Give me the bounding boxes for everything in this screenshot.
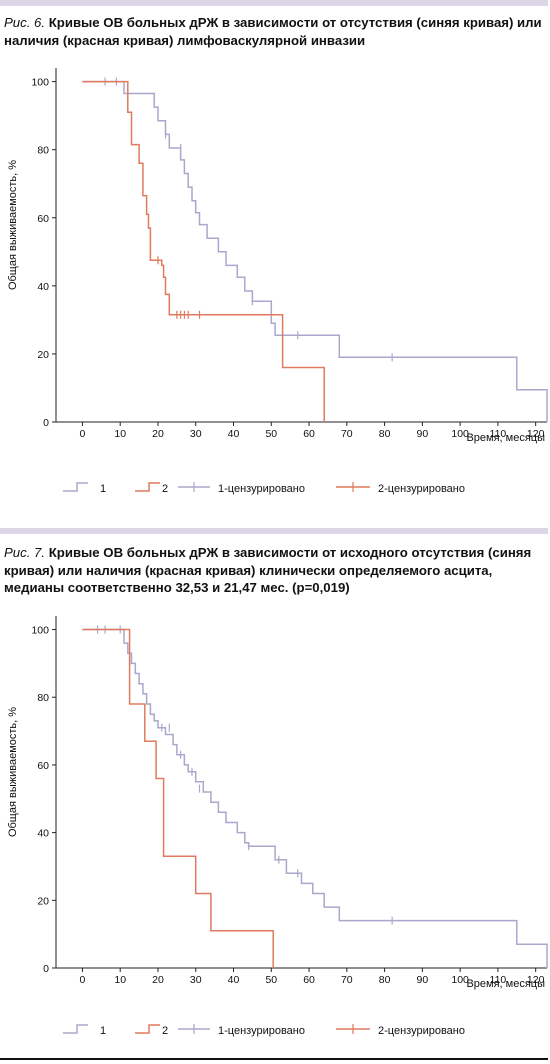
x-tick-label: 70 [341, 974, 353, 986]
series-1-curve [82, 80, 548, 422]
x-tick-label: 10 [114, 428, 126, 440]
y-tick-label: 60 [37, 760, 49, 772]
bottom-rule [0, 1058, 548, 1060]
x-tick-label: 30 [190, 974, 202, 986]
y-tick-label: 40 [37, 828, 49, 840]
y-tick-label: 80 [37, 145, 49, 157]
x-tick-label: 10 [114, 974, 126, 986]
figure-6-number: Рис. 6. [4, 15, 46, 30]
legend-series-1-label: 1 [100, 1025, 106, 1037]
figure-7-caption: Рис. 7. Кривые ОВ больных дРЖ в зависимо… [4, 544, 544, 597]
x-tick-label: 60 [303, 974, 315, 986]
x-tick-label: 60 [303, 428, 315, 440]
x-tick-label: 100 [451, 428, 469, 440]
y-tick-label: 100 [31, 77, 49, 89]
y-tick-label: 0 [43, 963, 49, 975]
x-tick-label: 30 [190, 428, 202, 440]
x-axis-label: Время, месяцы [466, 978, 545, 990]
series-2-curve [82, 80, 325, 422]
x-tick-label: 80 [379, 428, 391, 440]
x-tick-label: 90 [417, 974, 429, 986]
y-tick-label: 40 [37, 281, 49, 293]
x-tick-label: 20 [152, 428, 164, 440]
x-tick-label: 90 [417, 428, 429, 440]
figure-7-caption-text: Кривые ОВ больных дРЖ в зависимости от и… [4, 545, 532, 595]
x-tick-label: 120 [527, 428, 545, 440]
y-tick-label: 80 [37, 692, 49, 704]
legend-series-2-swatch [135, 1024, 160, 1034]
figure-7-number: Рис. 7. [4, 545, 46, 560]
top-band [0, 0, 548, 6]
figure-6-caption-text: Кривые ОВ больных дРЖ в зависимости от о… [4, 15, 542, 48]
figure-7-chart: 0 20 40 60 80 100 0 10 20 30 40 50 60 70 80 90 100 110 120… [7, 616, 548, 1037]
y-tick-label: 20 [37, 895, 49, 907]
y-tick-label: 20 [37, 349, 49, 361]
x-tick-label: 120 [527, 974, 545, 986]
series-2-curve [82, 628, 274, 968]
y-tick-label: 0 [43, 417, 49, 429]
x-tick-label: 50 [265, 974, 277, 986]
x-tick-label: 110 [490, 428, 507, 440]
x-tick-label: 0 [80, 428, 86, 440]
legend-series-1-swatch [63, 1024, 88, 1034]
y-tick-label: 100 [31, 625, 49, 637]
x-tick-label: 20 [152, 974, 164, 986]
legend-censor-1-label: 1-цензурировано [218, 483, 305, 495]
legend-series-1-swatch [63, 482, 88, 492]
x-tick-label: 110 [490, 974, 507, 986]
x-tick-label: 100 [451, 974, 469, 986]
legend-series-2-label: 2 [162, 1025, 168, 1037]
y-tick-label: 60 [37, 213, 49, 225]
x-tick-label: 50 [265, 428, 277, 440]
x-tick-label: 40 [228, 428, 240, 440]
x-tick-label: 70 [341, 428, 353, 440]
legend-series-2-label: 2 [162, 483, 168, 495]
legend-censor-2-label: 2-цензурировано [378, 483, 465, 495]
separator-band [0, 528, 548, 534]
y-axis-label: Общая выживаемость, % [7, 160, 19, 290]
y-axis-label: Общая выживаемость, % [7, 707, 19, 837]
legend-censor-1-label: 1-цензурировано [218, 1025, 305, 1037]
x-axis-label: Время, месяцы [466, 432, 545, 444]
legend-series-2-swatch [135, 482, 160, 492]
x-tick-label: 80 [379, 974, 391, 986]
x-tick-label: 40 [228, 974, 240, 986]
figure-6-caption: Рис. 6. Кривые ОВ больных дРЖ в зависимо… [4, 14, 544, 49]
legend-series-1-label: 1 [100, 483, 106, 495]
figure-6-chart: 0 20 40 60 80 100 0 10 20 30 40 50 60 70 80 90 100 110 120… [7, 68, 548, 495]
legend-censor-2-label: 2-цензурировано [378, 1025, 465, 1037]
series-1-curve [82, 628, 548, 968]
x-tick-label: 0 [80, 974, 86, 986]
